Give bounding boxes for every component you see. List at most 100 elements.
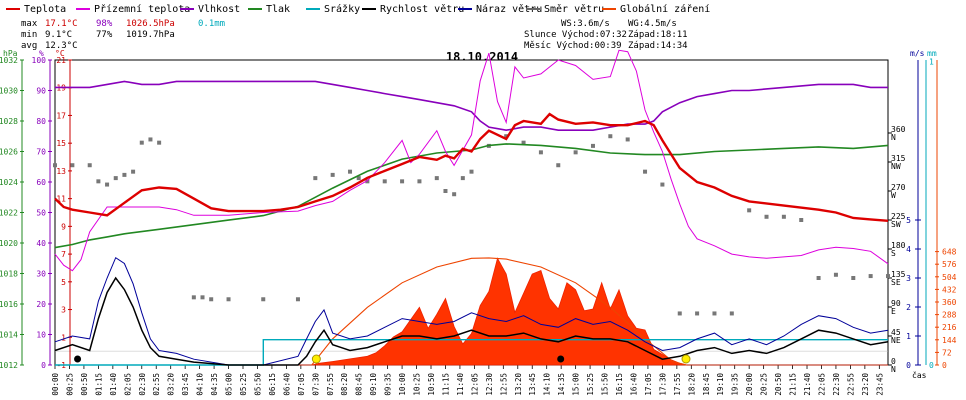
ms-axis-label: 3 <box>906 274 911 283</box>
dir-tick-value: 45 <box>891 328 901 337</box>
stat-label: avg <box>21 41 37 51</box>
stat-label: min <box>21 30 37 40</box>
wind-dir-point <box>200 295 205 300</box>
x-tick-label: 15:50 <box>601 373 610 396</box>
x-tick-label: 17:55 <box>673 373 682 396</box>
clear-sky-curve <box>311 257 687 366</box>
wm2-axis-label: 648 <box>942 248 957 257</box>
x-tick-label: 11:40 <box>456 373 465 396</box>
left-axis-label: 13 <box>56 167 66 176</box>
x-tick-label: 02:55 <box>152 373 161 396</box>
left-axis-label: 80 <box>36 117 46 126</box>
humidity-line <box>55 80 888 132</box>
moonset-icon <box>557 355 565 363</box>
wind-dir-point <box>590 143 595 148</box>
mm-axis-unit: mm <box>927 49 937 58</box>
ms-axis-label: 5 <box>906 216 911 225</box>
x-tick-label: 07:30 <box>311 373 320 396</box>
temperature-line <box>54 112 889 222</box>
left-axis-label: 0 <box>41 361 46 370</box>
dir-tick-label: N <box>891 133 896 142</box>
wind-dir-point <box>660 182 665 187</box>
x-tick-label: 00:50 <box>80 373 89 396</box>
moonrise-icon <box>74 355 82 363</box>
x-tick-label: 02:30 <box>138 373 147 396</box>
dir-tick-label: NE <box>891 336 901 345</box>
dir-tick-value: 0 <box>891 357 896 366</box>
x-tick-label: 16:15 <box>615 373 624 396</box>
legend-label: Směr větru <box>544 3 604 15</box>
x-tick-label: 05:00 <box>225 373 234 396</box>
x-tick-label: 08:45 <box>355 373 364 396</box>
wind-dir-point <box>452 192 457 197</box>
x-tick-label: 01:15 <box>94 373 103 396</box>
dir-tick-value: 225 <box>891 212 906 221</box>
wind-speed-line <box>54 276 889 366</box>
wind-dir-point <box>87 163 92 168</box>
pressure-line <box>54 143 889 249</box>
wm2-axis-label: 144 <box>942 336 957 345</box>
left-axis-unit: °C <box>55 49 65 58</box>
x-tick-label: 18:20 <box>687 373 696 396</box>
x-tick-label: 13:20 <box>514 373 523 396</box>
wind-dir-point <box>712 311 717 316</box>
wm2-axis-label: 288 <box>942 311 957 320</box>
wm2-axis-label: 360 <box>942 298 957 307</box>
wind-dir-point <box>460 176 465 181</box>
x-tick-label: 03:45 <box>181 373 190 396</box>
left-axis-unit: hPa <box>3 49 18 58</box>
x-tick-label: 22:05 <box>817 373 826 396</box>
x-tick-label: 21:15 <box>789 373 798 396</box>
left-axis-label: 1026 <box>0 148 18 157</box>
x-tick-label: 09:35 <box>384 373 393 396</box>
wind-dir-point <box>886 274 890 279</box>
stat-max-temp: 17.1°C <box>45 19 78 29</box>
dir-tick-value: 135 <box>891 270 906 279</box>
sunset-icon <box>681 354 691 364</box>
left-axis-label: 1022 <box>0 209 18 218</box>
wind-dir-point <box>729 311 734 316</box>
x-tick-label: 10:00 <box>398 373 407 396</box>
x-tick-label: 13:45 <box>528 373 537 396</box>
dir-tick-label: S <box>891 249 896 258</box>
left-axis-label: 19 <box>56 84 66 93</box>
x-tick-label: 22:30 <box>832 373 841 396</box>
left-axis-label: 3 <box>61 306 66 315</box>
info-moon: Měsíc Východ:00:39 <box>524 41 622 51</box>
stat-max-hum: 98% <box>96 19 113 29</box>
x-tick-label: 14:35 <box>557 373 566 396</box>
wind-dir-point <box>538 150 543 155</box>
left-axis-label: 5 <box>61 278 66 287</box>
wind-dir-point <box>226 297 231 302</box>
x-tick-label: 15:25 <box>586 373 595 396</box>
wind-dir-point <box>608 134 613 139</box>
left-axis-label: 1024 <box>0 178 18 187</box>
stat-min-hum: 77% <box>96 30 113 40</box>
left-axis-label: 1012 <box>0 361 18 370</box>
info-ws: WS:3.6m/s <box>561 19 610 29</box>
legend-label: Rychlost větru <box>380 3 464 15</box>
dir-tick-label: NW <box>891 162 901 171</box>
x-tick-label: 06:15 <box>268 373 277 396</box>
wind-dir-point <box>348 169 353 174</box>
wind-dir-point <box>261 297 266 302</box>
left-axis-label: 1030 <box>0 87 18 96</box>
left-axis-label: 30 <box>36 270 46 279</box>
mm-axis-label: 0 <box>929 361 934 370</box>
left-axis-label: 1014 <box>0 331 18 340</box>
left-axis-label: 60 <box>36 178 46 187</box>
x-tick-label: 05:25 <box>239 373 248 396</box>
left-axis-label: 20 <box>36 300 46 309</box>
dir-tick-label: W <box>891 191 896 200</box>
wind-dir-point <box>521 140 526 145</box>
wind-dir-point <box>417 179 422 184</box>
left-axis-label: 1020 <box>0 239 18 248</box>
x-tick-label: 00:00 <box>51 373 60 396</box>
stat-avg-temp: 12.3°C <box>45 41 78 51</box>
wm2-axis-label: 576 <box>942 260 957 269</box>
wind-dir-point <box>695 311 700 316</box>
wind-dir-point <box>400 179 405 184</box>
x-tick-label: 01:40 <box>109 373 118 396</box>
left-axis-label: 15 <box>56 139 66 148</box>
x-tick-label: 04:10 <box>196 373 205 396</box>
